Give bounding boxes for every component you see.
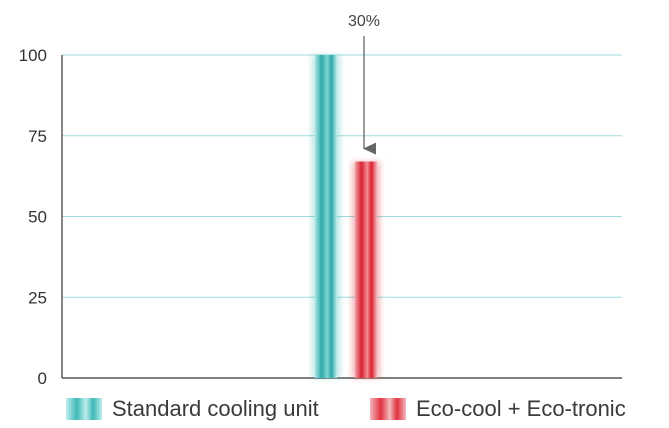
- axes: [61, 55, 622, 379]
- y-tick-label: 50: [28, 208, 47, 227]
- legend-label: Eco-cool + Eco-tronic: [416, 396, 626, 421]
- bar-chart: 0 25 50 75 100 30%: [19, 13, 622, 388]
- y-tick-label: 0: [38, 369, 47, 388]
- y-tick-label: 75: [28, 127, 47, 146]
- legend-swatch-teal: [66, 398, 102, 420]
- bar-eco-cool-eco-tronic: [355, 161, 377, 378]
- legend-item-eco-cool: Eco-cool + Eco-tronic: [370, 396, 626, 422]
- y-tick-label: 25: [28, 288, 47, 307]
- y-tick-labels: 0 25 50 75 100: [19, 46, 47, 388]
- legend-label: Standard cooling unit: [112, 396, 319, 421]
- gridlines: [62, 54, 622, 298]
- percent-annotation: 30%: [348, 13, 380, 155]
- y-tick-label: 100: [19, 46, 47, 65]
- bars: [312, 55, 380, 378]
- legend-item-standard-cooling-unit: Standard cooling unit: [66, 396, 319, 422]
- legend: Standard cooling unit Eco-cool + Eco-tro…: [0, 396, 669, 428]
- bar-standard-cooling-unit: [315, 55, 337, 378]
- legend-swatch-red: [370, 398, 406, 420]
- annotation-label: 30%: [348, 13, 380, 30]
